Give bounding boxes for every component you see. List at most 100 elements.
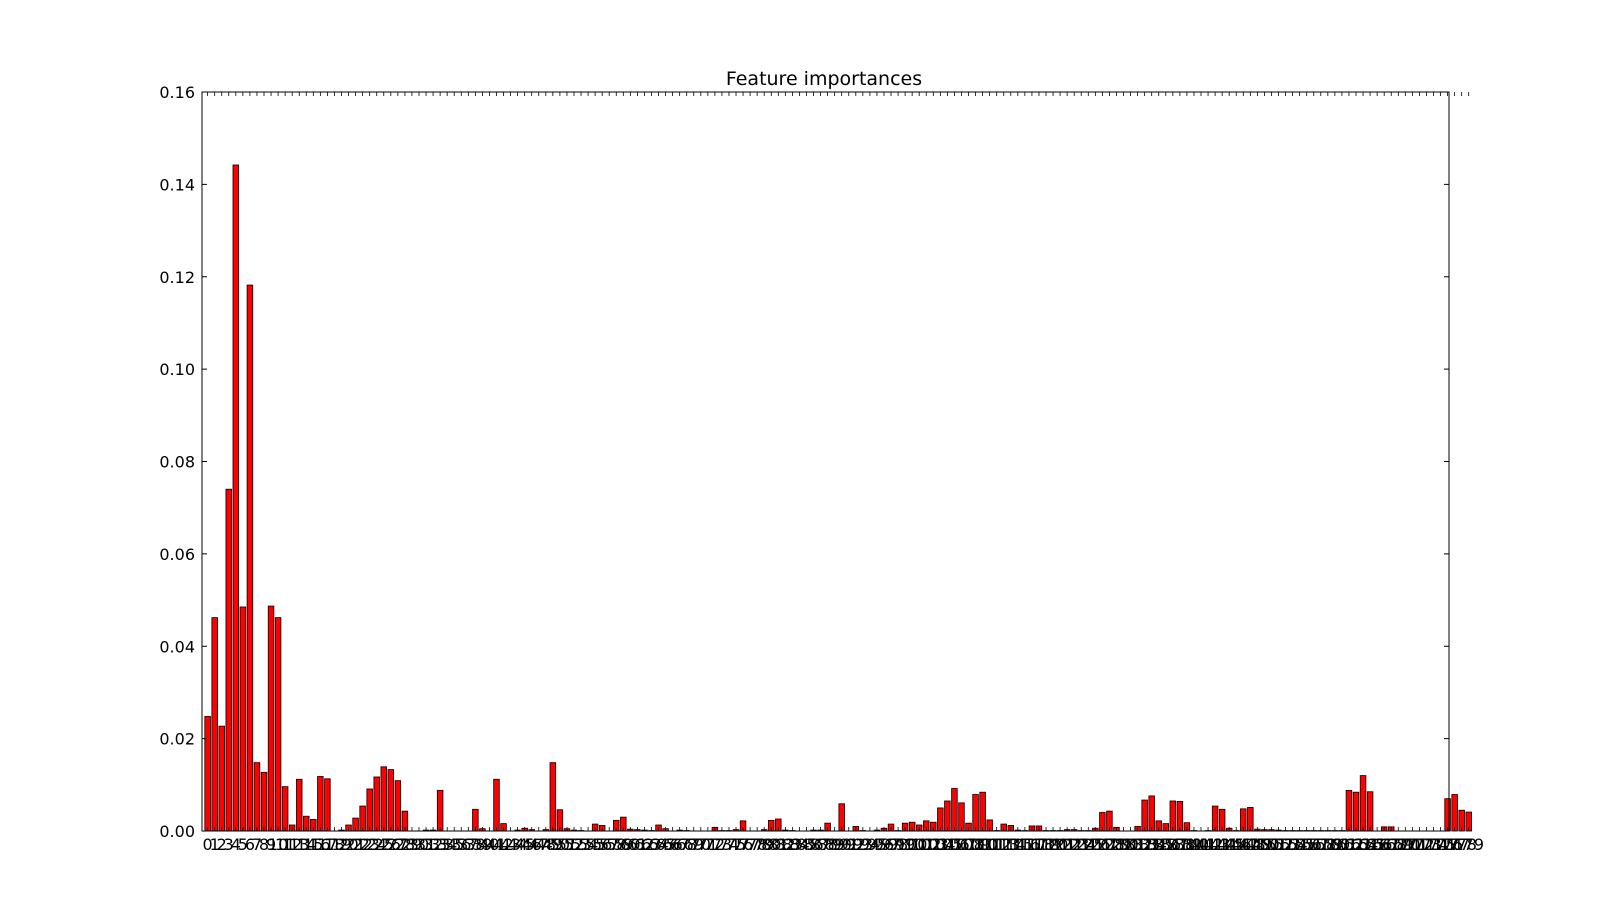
xtick-label-174: 174 [1418, 835, 1449, 854]
bar-feature-2 [218, 725, 225, 832]
xtick-label-165: 165 [1355, 835, 1386, 854]
bar-feature-5 [239, 606, 247, 832]
xtick-label-146: 146 [1221, 835, 1252, 854]
xtick-label-144: 144 [1207, 835, 1238, 854]
bar-feature-7 [253, 762, 261, 832]
bar-feature-11 [281, 786, 289, 832]
xtick-label-14: 14 [296, 835, 316, 854]
xtick-label-147: 147 [1228, 835, 1259, 854]
xtick-label-138: 138 [1165, 835, 1196, 854]
bar-feature-10 [274, 617, 282, 832]
xtick-label-33: 33 [430, 835, 450, 854]
xtick-label-28: 28 [395, 835, 415, 854]
xtick-label-110: 110 [967, 835, 998, 854]
xtick-label-129: 129 [1101, 835, 1132, 854]
xtick-label-59: 59 [613, 835, 633, 854]
bar-feature-41 [493, 778, 500, 832]
xtick-label-177: 177 [1439, 835, 1470, 854]
bar-feature-27 [394, 780, 402, 832]
ytick-label-6: 0.12 [159, 268, 195, 287]
bar-feature-17 [324, 778, 331, 832]
xtick-label-127: 127 [1087, 835, 1118, 854]
xtick-label-120: 120 [1038, 835, 1069, 854]
xtick-label-170: 170 [1390, 835, 1421, 854]
xtick-label-161: 161 [1327, 835, 1358, 854]
xtick-label-93: 93 [853, 835, 873, 854]
xtick-label-132: 132 [1122, 835, 1153, 854]
xtick-label-12: 12 [282, 835, 302, 854]
xtick-label-63: 63 [641, 835, 661, 854]
xtick-label-155: 155 [1284, 835, 1315, 854]
xtick-label-25: 25 [374, 835, 394, 854]
bar-feature-137 [1169, 800, 1177, 832]
xtick-label-173: 173 [1411, 835, 1442, 854]
bar-feature-23 [366, 788, 373, 832]
xtick-label-107: 107 [946, 835, 977, 854]
xtick-label-109: 109 [960, 835, 991, 854]
xtick-label-73: 73 [712, 835, 732, 854]
bar-feature-176 [1444, 798, 1451, 832]
xtick-label-145: 145 [1214, 835, 1245, 854]
xtick-label-20: 20 [338, 835, 358, 854]
xtick-label-22: 22 [352, 835, 372, 854]
xtick-label-79: 79 [754, 835, 774, 854]
xtick-label-7: 7 [252, 835, 262, 854]
xtick-label-126: 126 [1080, 835, 1111, 854]
xtick-label-112: 112 [981, 835, 1012, 854]
xtick-label-87: 87 [810, 835, 830, 854]
bar-feature-3 [225, 488, 232, 832]
xtick-label-159: 159 [1313, 835, 1344, 854]
bar-feature-1 [211, 617, 218, 832]
xtick-label-78: 78 [747, 835, 767, 854]
xtick-label-151: 151 [1256, 835, 1287, 854]
xtick-label-150: 150 [1249, 835, 1280, 854]
xtick-label-133: 133 [1129, 835, 1160, 854]
plot-frame [201, 91, 1450, 832]
xtick-label-140: 140 [1179, 835, 1210, 854]
bar-feature-9 [267, 605, 275, 832]
bar-feature-109 [972, 794, 979, 832]
xtick-label-41: 41 [486, 835, 506, 854]
bar-feature-133 [1141, 799, 1148, 832]
bar-feature-163 [1352, 791, 1360, 832]
bar-feature-162 [1345, 789, 1353, 832]
bar-feature-177 [1451, 794, 1458, 832]
xtick-label-103: 103 [918, 835, 949, 854]
xtick-label-80: 80 [761, 835, 781, 854]
xtick-label-23: 23 [359, 835, 379, 854]
xtick-label-13: 13 [289, 835, 309, 854]
xtick-label-35: 35 [444, 835, 464, 854]
xtick-label-47: 47 [529, 835, 549, 854]
xtick-label-70: 70 [691, 835, 711, 854]
xtick-label-58: 58 [606, 835, 626, 854]
xtick-label-27: 27 [388, 835, 408, 854]
bar-feature-24 [373, 776, 380, 832]
xtick-label-106: 106 [939, 835, 970, 854]
xtick-label-83: 83 [782, 835, 802, 854]
xtick-label-86: 86 [803, 835, 823, 854]
xtick-label-167: 167 [1369, 835, 1400, 854]
xtick-label-117: 117 [1017, 835, 1048, 854]
xtick-label-30: 30 [409, 835, 429, 854]
bar-feature-105 [944, 800, 951, 832]
xtick-label-56: 56 [592, 835, 612, 854]
xtick-label-49: 49 [543, 835, 563, 854]
xtick-label-71: 71 [698, 835, 718, 854]
xtick-label-51: 51 [557, 835, 577, 854]
xtick-label-26: 26 [381, 835, 401, 854]
bar-feature-6 [246, 284, 254, 832]
xtick-label-3: 3 [224, 835, 234, 854]
xtick-label-65: 65 [655, 835, 675, 854]
bar-feature-165 [1366, 791, 1374, 832]
bar-feature-13 [296, 778, 303, 832]
ytick-label-2: 0.04 [159, 637, 195, 656]
xtick-label-153: 153 [1270, 835, 1301, 854]
xtick-label-68: 68 [677, 835, 697, 854]
xtick-label-62: 62 [634, 835, 654, 854]
y-axis-ticks: 0.00 0.02 0.04 0.06 0.08 0.10 0.12 0.14 0.16 [159, 83, 1449, 841]
xtick-label-92: 92 [846, 835, 866, 854]
xtick-label-15: 15 [303, 835, 323, 854]
bar-feature-26 [387, 769, 395, 832]
